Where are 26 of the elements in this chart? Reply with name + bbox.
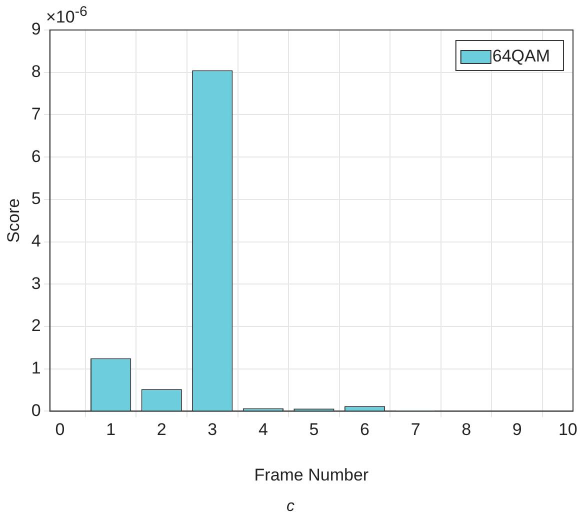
text: ×10$^{-6}$ <box>46 4 88 28</box>
x-tick-label: 6 <box>360 420 370 440</box>
y-tick-label: 5 <box>31 189 41 208</box>
y-tick-label: 0 <box>31 400 41 420</box>
x-tick-label: 1 <box>106 420 116 440</box>
x-tick-label: 8 <box>462 420 472 440</box>
y-tick-label: 7 <box>31 104 41 124</box>
x-tick-label: 5 <box>309 420 319 440</box>
y-tick-label: 1 <box>31 358 41 378</box>
y-axis-title: Score <box>4 198 23 243</box>
x-tick-label: 7 <box>410 420 420 440</box>
x-axis-title: Frame Number <box>254 465 369 484</box>
x-tick-label: 3 <box>208 420 218 440</box>
y-tick-label: 8 <box>31 62 41 82</box>
legend-label: 64QAM <box>492 46 550 66</box>
y-tick-label: 2 <box>31 316 41 336</box>
y-tick-label: 6 <box>31 146 41 166</box>
text: c <box>286 498 296 516</box>
y-tick-label: 3 <box>31 274 41 293</box>
x-tick-label: 4 <box>258 420 268 440</box>
y-tick-label: 4 <box>31 231 41 250</box>
x-tick-label: 9 <box>512 420 522 440</box>
y-tick-label: 9 <box>31 20 41 39</box>
x-tick-label: 2 <box>156 420 166 440</box>
x-tick-label: 0 <box>55 420 65 440</box>
x-tick-label: 10 <box>558 420 578 440</box>
